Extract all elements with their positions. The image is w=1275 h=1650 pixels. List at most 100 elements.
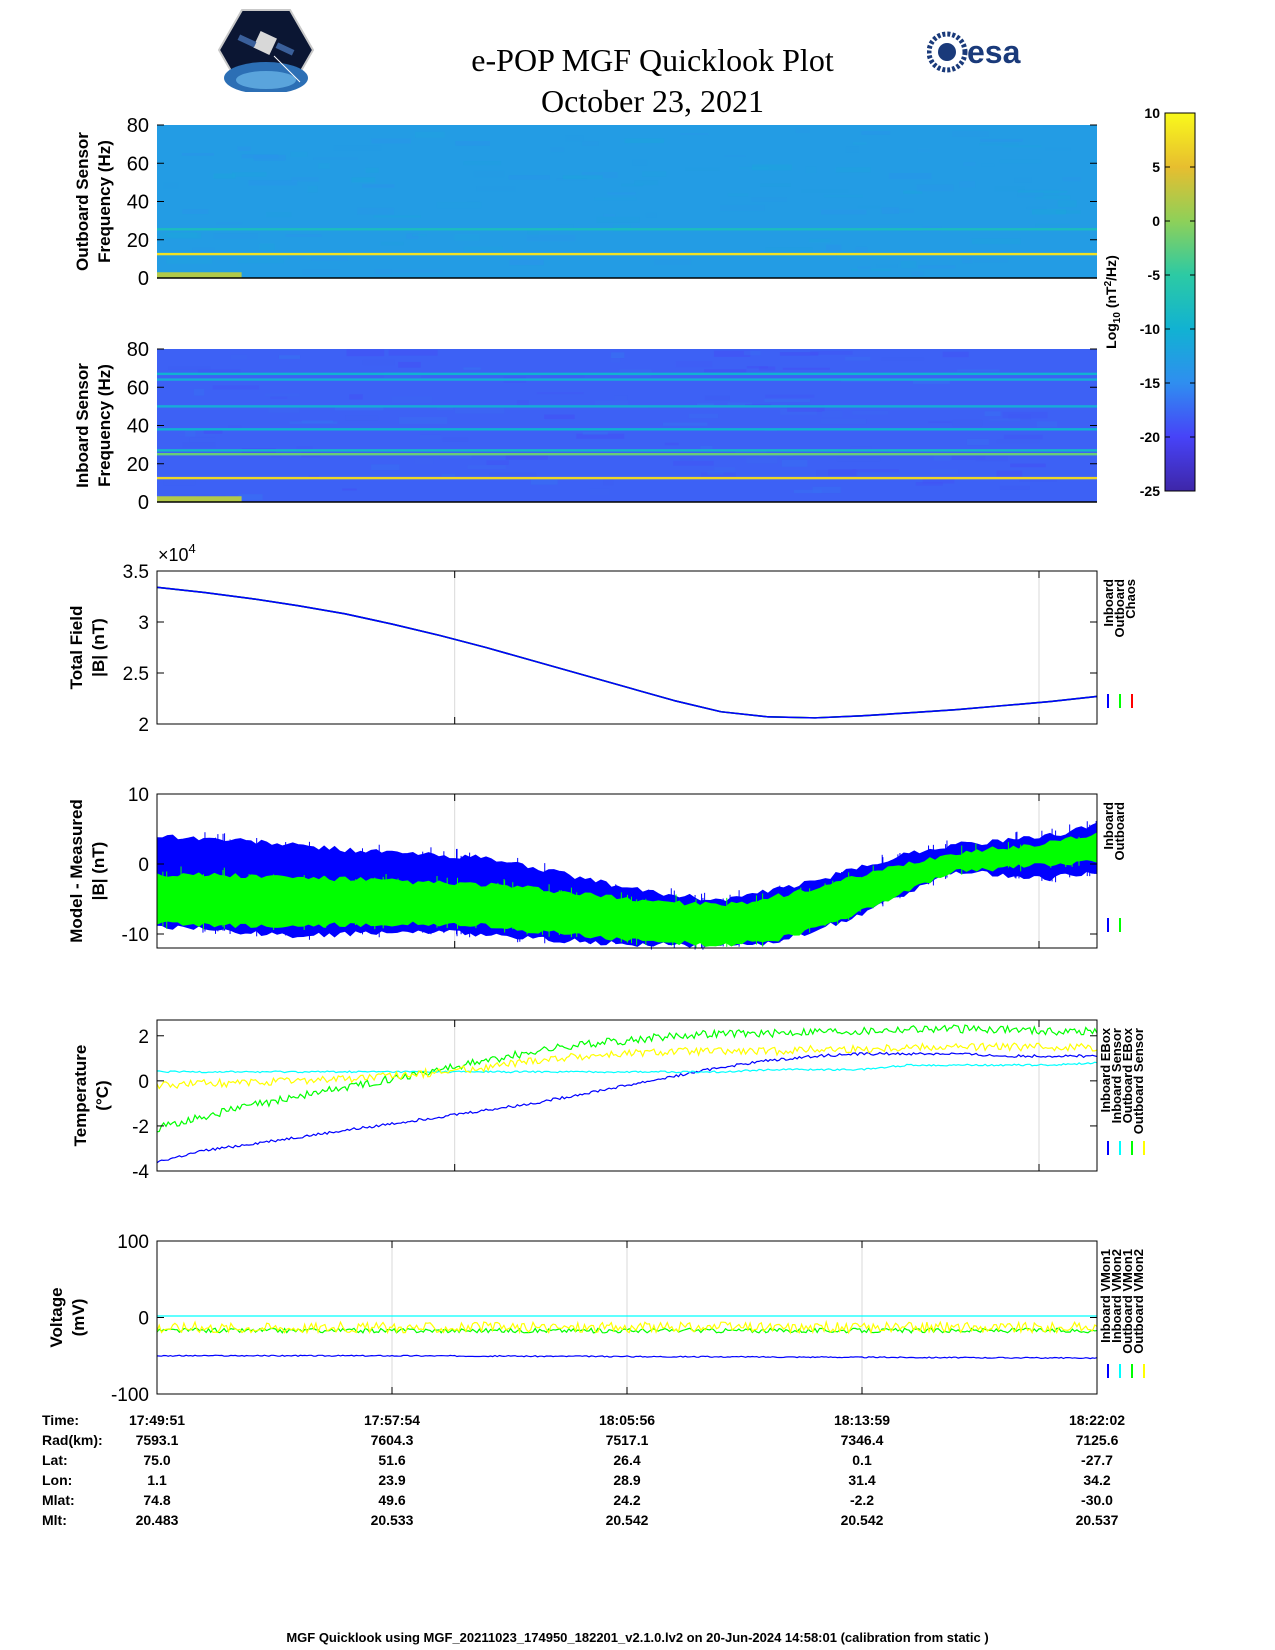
plot-frame bbox=[156, 1019, 1098, 1172]
y-tick-label: 0 bbox=[138, 1309, 149, 1330]
y-axis-label: (mV) bbox=[69, 1299, 88, 1337]
spectral-line bbox=[157, 252, 1097, 256]
spectrogram-texture bbox=[1017, 192, 1044, 198]
spectrogram-texture bbox=[696, 403, 714, 407]
spectrogram-texture bbox=[334, 406, 384, 411]
spectrogram-texture bbox=[508, 175, 550, 180]
spectrogram-texture bbox=[930, 469, 959, 474]
y-axis-label: Total Field bbox=[67, 606, 86, 690]
spectrogram-texture bbox=[634, 180, 659, 186]
spectrogram-texture bbox=[624, 138, 665, 144]
spectrogram-texture bbox=[781, 459, 808, 467]
y-axis-label: Outboard Sensor bbox=[73, 132, 92, 271]
spectrogram-texture bbox=[855, 246, 868, 254]
colorbar-tick-label: -10 bbox=[1140, 321, 1160, 337]
legend-label: Outboard bbox=[1112, 802, 1127, 861]
ephemeris-value: 17:57:54 bbox=[363, 1412, 421, 1428]
spectrogram-texture bbox=[345, 415, 379, 421]
spectrogram-texture bbox=[238, 374, 254, 378]
ephemeris-value: 7346.4 bbox=[840, 1432, 884, 1448]
series-line-outboard-vmon2 bbox=[156, 1319, 1098, 1335]
spectrogram-texture bbox=[857, 205, 881, 209]
spectrogram-texture bbox=[816, 469, 858, 476]
ephemeris-value: 7125.6 bbox=[1075, 1432, 1119, 1448]
spectrogram-texture bbox=[516, 400, 529, 406]
spectrogram-texture bbox=[645, 212, 657, 218]
spectrogram-texture bbox=[881, 357, 925, 361]
page-title: e-POP MGF Quicklook Plot bbox=[471, 42, 834, 78]
ephemeris-value: -2.2 bbox=[849, 1492, 875, 1508]
spectrogram-texture bbox=[232, 172, 267, 177]
spectrogram-texture bbox=[238, 259, 284, 264]
spectrogram-texture bbox=[836, 457, 881, 462]
spectrogram-texture bbox=[178, 433, 216, 437]
spectrogram-texture bbox=[1010, 463, 1046, 468]
ephemeris-value: 17:49:51 bbox=[128, 1412, 186, 1428]
spectrogram-texture bbox=[530, 479, 558, 485]
spectrogram-texture bbox=[253, 154, 286, 161]
spectrogram-texture bbox=[1003, 434, 1043, 440]
series-line-outboard-sensor bbox=[156, 1042, 1098, 1090]
footer-note: MGF Quicklook using MGF_20211023_174950_… bbox=[286, 1630, 989, 1645]
spectrogram-texture bbox=[675, 361, 713, 368]
eph-label-lat: Lat: bbox=[42, 1452, 68, 1468]
spectrogram-texture bbox=[380, 241, 404, 246]
spectrogram-texture bbox=[779, 352, 819, 356]
eph-label-time: Time: bbox=[42, 1412, 80, 1428]
spectrogram-texture bbox=[307, 185, 318, 193]
spectrogram-texture bbox=[213, 233, 258, 240]
spectrogram-texture bbox=[342, 488, 357, 491]
legend-label: Outboard bbox=[1112, 579, 1127, 638]
y-tick-label: 0 bbox=[138, 268, 149, 290]
spectrogram-texture bbox=[780, 408, 817, 415]
ephemeris-value: 0.1 bbox=[852, 1452, 872, 1468]
y-tick-label: 80 bbox=[127, 339, 149, 361]
y-tick-label: 60 bbox=[127, 377, 149, 399]
spectrogram-texture bbox=[917, 148, 931, 153]
spectrogram-texture bbox=[268, 407, 300, 413]
spectrogram-texture bbox=[228, 425, 242, 429]
spectrogram-background bbox=[157, 125, 1097, 278]
spectrogram-texture bbox=[441, 473, 456, 477]
spectrogram-texture bbox=[994, 186, 1025, 192]
spectrogram-texture bbox=[203, 428, 223, 434]
spectrogram-texture bbox=[823, 194, 863, 198]
spectrogram-texture bbox=[952, 419, 983, 427]
spectrogram-texture bbox=[903, 190, 923, 194]
spectrogram-texture bbox=[168, 366, 211, 370]
spectrogram-texture bbox=[680, 132, 709, 136]
exponent-label: ×104 bbox=[158, 541, 196, 565]
spectrogram-texture bbox=[852, 142, 867, 145]
spectrogram-texture bbox=[963, 162, 976, 167]
spectrogram-texture bbox=[540, 373, 585, 378]
ephemeris-value: 1.1 bbox=[147, 1472, 167, 1488]
spectrogram-texture bbox=[442, 437, 469, 442]
spectrogram-texture bbox=[333, 145, 382, 151]
spectrogram-texture bbox=[467, 201, 480, 204]
spectrogram-texture bbox=[287, 255, 305, 260]
spectrogram-texture bbox=[758, 454, 793, 458]
spectrogram-texture bbox=[714, 467, 736, 473]
spectrogram-texture bbox=[289, 421, 338, 424]
plot-border bbox=[156, 793, 1098, 949]
spectrogram-texture bbox=[700, 445, 713, 450]
spectrogram-texture bbox=[318, 163, 330, 169]
ephemeris-value: 20.483 bbox=[135, 1512, 179, 1528]
spectrogram-texture bbox=[266, 212, 292, 218]
legend-label: Inboard bbox=[1101, 579, 1116, 627]
spectrogram-texture bbox=[388, 349, 438, 356]
spectrogram-texture bbox=[611, 352, 625, 359]
spectrogram-texture bbox=[662, 422, 708, 426]
spectrogram-texture bbox=[751, 164, 792, 171]
legend-label: Outboard VMon2 bbox=[1131, 1249, 1146, 1354]
spectrogram-texture bbox=[412, 234, 427, 237]
ephemeris-value: 31.4 bbox=[848, 1472, 876, 1488]
spectrogram-texture bbox=[439, 452, 472, 459]
spectrogram-texture bbox=[1008, 414, 1032, 420]
spectrogram-texture bbox=[878, 224, 923, 232]
spectrogram-texture bbox=[259, 243, 275, 251]
spectral-line bbox=[157, 476, 1097, 480]
spectrogram-texture bbox=[454, 234, 480, 241]
y-tick-label: 2 bbox=[138, 715, 149, 736]
